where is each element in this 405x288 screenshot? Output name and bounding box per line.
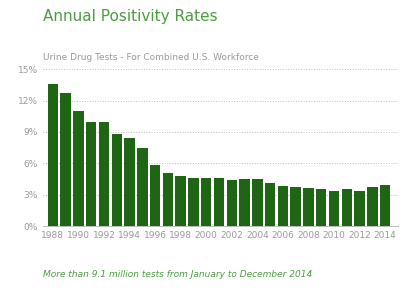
Bar: [239, 179, 249, 226]
Text: More than 9.1 million tests from January to December 2014: More than 9.1 million tests from January…: [43, 270, 311, 279]
Bar: [200, 178, 211, 226]
Bar: [98, 122, 109, 226]
Bar: [264, 183, 275, 226]
Bar: [213, 178, 224, 226]
Bar: [162, 173, 173, 226]
Bar: [366, 187, 377, 226]
Bar: [252, 179, 262, 226]
Bar: [328, 190, 339, 226]
Bar: [86, 122, 96, 226]
Bar: [175, 176, 185, 226]
Bar: [60, 93, 71, 226]
Bar: [379, 185, 389, 226]
Bar: [149, 165, 160, 226]
Bar: [354, 190, 364, 226]
Bar: [188, 178, 198, 226]
Bar: [290, 187, 300, 226]
Bar: [315, 190, 326, 226]
Bar: [124, 138, 134, 226]
Bar: [111, 134, 122, 226]
Bar: [73, 111, 83, 226]
Bar: [341, 190, 351, 226]
Bar: [277, 186, 288, 226]
Bar: [226, 180, 237, 226]
Text: Annual Positivity Rates: Annual Positivity Rates: [43, 9, 217, 24]
Bar: [303, 188, 313, 226]
Bar: [47, 84, 58, 226]
Text: Urine Drug Tests - For Combined U.S. Workforce: Urine Drug Tests - For Combined U.S. Wor…: [43, 53, 258, 62]
Bar: [137, 148, 147, 226]
